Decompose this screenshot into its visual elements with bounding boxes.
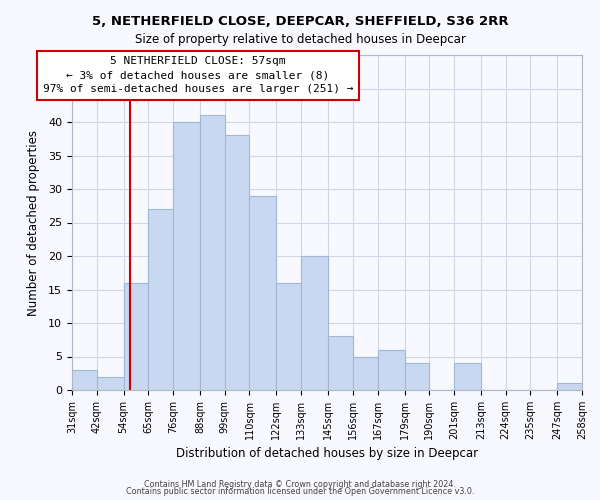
Bar <box>72 370 97 390</box>
Text: Contains HM Land Registry data © Crown copyright and database right 2024.: Contains HM Land Registry data © Crown c… <box>144 480 456 489</box>
Y-axis label: Number of detached properties: Number of detached properties <box>27 130 40 316</box>
Bar <box>173 122 200 390</box>
Bar <box>377 350 404 390</box>
Bar <box>148 209 173 390</box>
Text: 5 NETHERFIELD CLOSE: 57sqm
← 3% of detached houses are smaller (8)
97% of semi-d: 5 NETHERFIELD CLOSE: 57sqm ← 3% of detac… <box>43 56 353 94</box>
Text: 5, NETHERFIELD CLOSE, DEEPCAR, SHEFFIELD, S36 2RR: 5, NETHERFIELD CLOSE, DEEPCAR, SHEFFIELD… <box>92 15 508 28</box>
Bar <box>557 384 582 390</box>
Bar <box>250 196 277 390</box>
Bar <box>277 283 301 390</box>
Bar <box>200 116 225 390</box>
Bar <box>404 363 429 390</box>
Text: Size of property relative to detached houses in Deepcar: Size of property relative to detached ho… <box>134 32 466 46</box>
X-axis label: Distribution of detached houses by size in Deepcar: Distribution of detached houses by size … <box>176 448 478 460</box>
Text: Contains public sector information licensed under the Open Government Licence v3: Contains public sector information licen… <box>126 488 474 496</box>
Bar <box>454 363 481 390</box>
Bar <box>301 256 328 390</box>
Bar <box>124 283 148 390</box>
Bar <box>328 336 353 390</box>
Bar <box>353 356 377 390</box>
Bar <box>225 136 250 390</box>
Bar <box>97 376 124 390</box>
